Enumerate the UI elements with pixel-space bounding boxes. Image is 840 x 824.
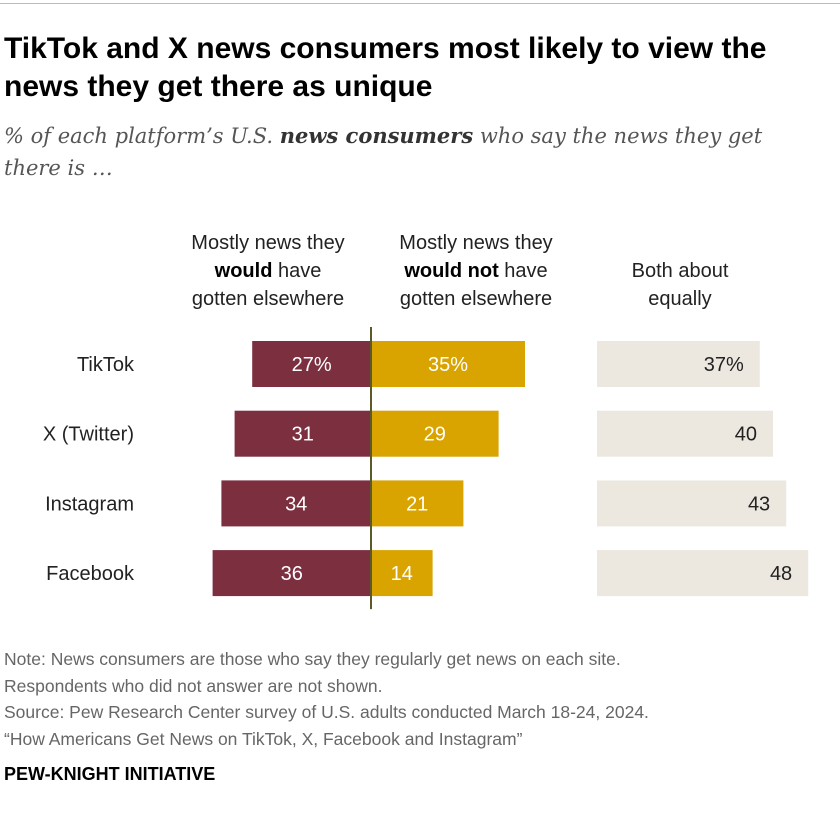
column-header-not-elsewhere: Mostly news they would not have gotten e… — [376, 229, 576, 313]
category-label: X (Twitter) — [43, 424, 134, 446]
column-header-line: would have — [168, 257, 368, 285]
column-header-elsewhere: Mostly news they would have gotten elsew… — [168, 229, 368, 313]
subtitle-end: who say the news they get there is … — [4, 124, 763, 180]
diverging-bar-chart: TikTok 27% 35% 37% X (Twitter) 31 29 40 Instagra… — [43, 327, 809, 610]
bar-not-elsewhere — [371, 410, 499, 457]
chart-subtitle: % of each platform’s U.S. news consumers… — [4, 120, 824, 184]
bar-elsewhere — [221, 480, 371, 527]
column-header-bold: would — [214, 260, 273, 282]
note-line: Note: News consumers are those who say t… — [4, 649, 621, 669]
brand-label: PEW-KNIGHT INITIATIVE — [4, 764, 216, 784]
bar-not-elsewhere — [371, 550, 433, 597]
category-label: TikTok — [77, 354, 135, 376]
bar-label-elsewhere: 31 — [292, 424, 314, 446]
source-line: Source: Pew Research Center survey of U.… — [4, 702, 649, 722]
bar-not-elsewhere — [371, 480, 464, 527]
subtitle-start: % of each platform’s U.S. — [4, 124, 280, 148]
note-line: Respondents who did not answer are not s… — [4, 675, 383, 696]
bar-label-equally: 40 — [735, 424, 757, 446]
bar-equally — [597, 480, 787, 527]
column-header-line: gotten elsewhere — [191, 288, 345, 310]
chart-title: TikTok and X news consumers most likely … — [4, 32, 767, 103]
category-label: Facebook — [46, 563, 135, 585]
bar-label-elsewhere: 34 — [285, 493, 307, 515]
column-header-equally: Both about equally — [590, 257, 770, 313]
bar-label-elsewhere: 36 — [281, 563, 303, 585]
notes-block: Note: News consumers are those who say t… — [4, 646, 834, 752]
bar-not-elsewhere — [371, 341, 525, 387]
bar-label-elsewhere: 27% — [292, 354, 332, 376]
column-header-line: Mostly news they — [191, 232, 345, 254]
subtitle-emphasis: news consumers — [279, 123, 474, 148]
bar-equally — [597, 550, 809, 597]
bar-equally — [597, 341, 760, 387]
bar-label-not-elsewhere: 14 — [391, 563, 413, 585]
column-header-rest: have — [498, 260, 548, 282]
bar-label-not-elsewhere: 29 — [424, 424, 446, 446]
bar-elsewhere — [252, 341, 371, 387]
bar-label-equally: 43 — [748, 493, 770, 515]
column-header-line: gotten elsewhere — [399, 288, 553, 310]
column-header-line: equally — [648, 288, 712, 310]
bar-elsewhere — [234, 410, 371, 457]
top-rule — [0, 3, 840, 4]
category-label: Instagram — [45, 493, 134, 515]
column-header-line: would not have — [376, 257, 576, 285]
column-header-line: Mostly news they — [399, 232, 553, 254]
bar-label-equally: 48 — [770, 563, 792, 585]
bar-label-equally: 37% — [704, 354, 744, 376]
bar-label-not-elsewhere: 35% — [428, 354, 468, 376]
bar-label-not-elsewhere: 21 — [406, 493, 428, 515]
column-header-rest: have — [272, 260, 322, 282]
bar-equally — [597, 410, 773, 457]
column-header-bold: would not — [404, 260, 499, 282]
report-title-line: “How Americans Get News on TikTok, X, Fa… — [4, 728, 523, 749]
bar-elsewhere — [212, 550, 371, 597]
column-header-line: Both about — [631, 260, 729, 282]
